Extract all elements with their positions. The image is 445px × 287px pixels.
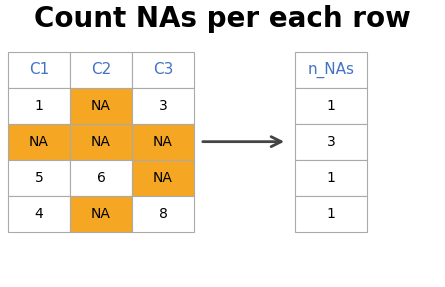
Bar — [70, 88, 132, 124]
Text: NA: NA — [91, 99, 111, 113]
Text: NA: NA — [29, 135, 49, 149]
Text: 1: 1 — [327, 207, 336, 221]
Bar — [295, 160, 367, 196]
Bar — [70, 124, 132, 160]
Bar — [132, 124, 194, 160]
Bar — [70, 160, 132, 196]
Text: Count NAs per each row: Count NAs per each row — [34, 5, 411, 33]
Bar — [70, 196, 132, 232]
Text: 1: 1 — [327, 171, 336, 185]
Bar — [8, 196, 70, 232]
Text: NA: NA — [91, 207, 111, 221]
Text: C2: C2 — [91, 62, 111, 77]
Text: 6: 6 — [97, 171, 105, 185]
Text: 1: 1 — [327, 99, 336, 113]
Bar — [8, 52, 70, 88]
Text: C1: C1 — [29, 62, 49, 77]
Text: 8: 8 — [158, 207, 167, 221]
Text: 3: 3 — [327, 135, 336, 149]
Bar — [295, 88, 367, 124]
Bar — [132, 196, 194, 232]
Bar — [132, 88, 194, 124]
Text: 1: 1 — [35, 99, 44, 113]
Bar — [132, 52, 194, 88]
Text: C3: C3 — [153, 62, 173, 77]
Bar — [8, 124, 70, 160]
Text: 5: 5 — [35, 171, 43, 185]
Bar — [70, 52, 132, 88]
Text: 4: 4 — [35, 207, 43, 221]
Bar — [295, 52, 367, 88]
Bar — [132, 160, 194, 196]
Bar — [8, 88, 70, 124]
Text: NA: NA — [153, 171, 173, 185]
Bar — [295, 196, 367, 232]
Bar — [8, 160, 70, 196]
Text: n_NAs: n_NAs — [307, 61, 355, 78]
Bar — [295, 124, 367, 160]
Text: NA: NA — [153, 135, 173, 149]
Text: NA: NA — [91, 135, 111, 149]
Text: 3: 3 — [158, 99, 167, 113]
